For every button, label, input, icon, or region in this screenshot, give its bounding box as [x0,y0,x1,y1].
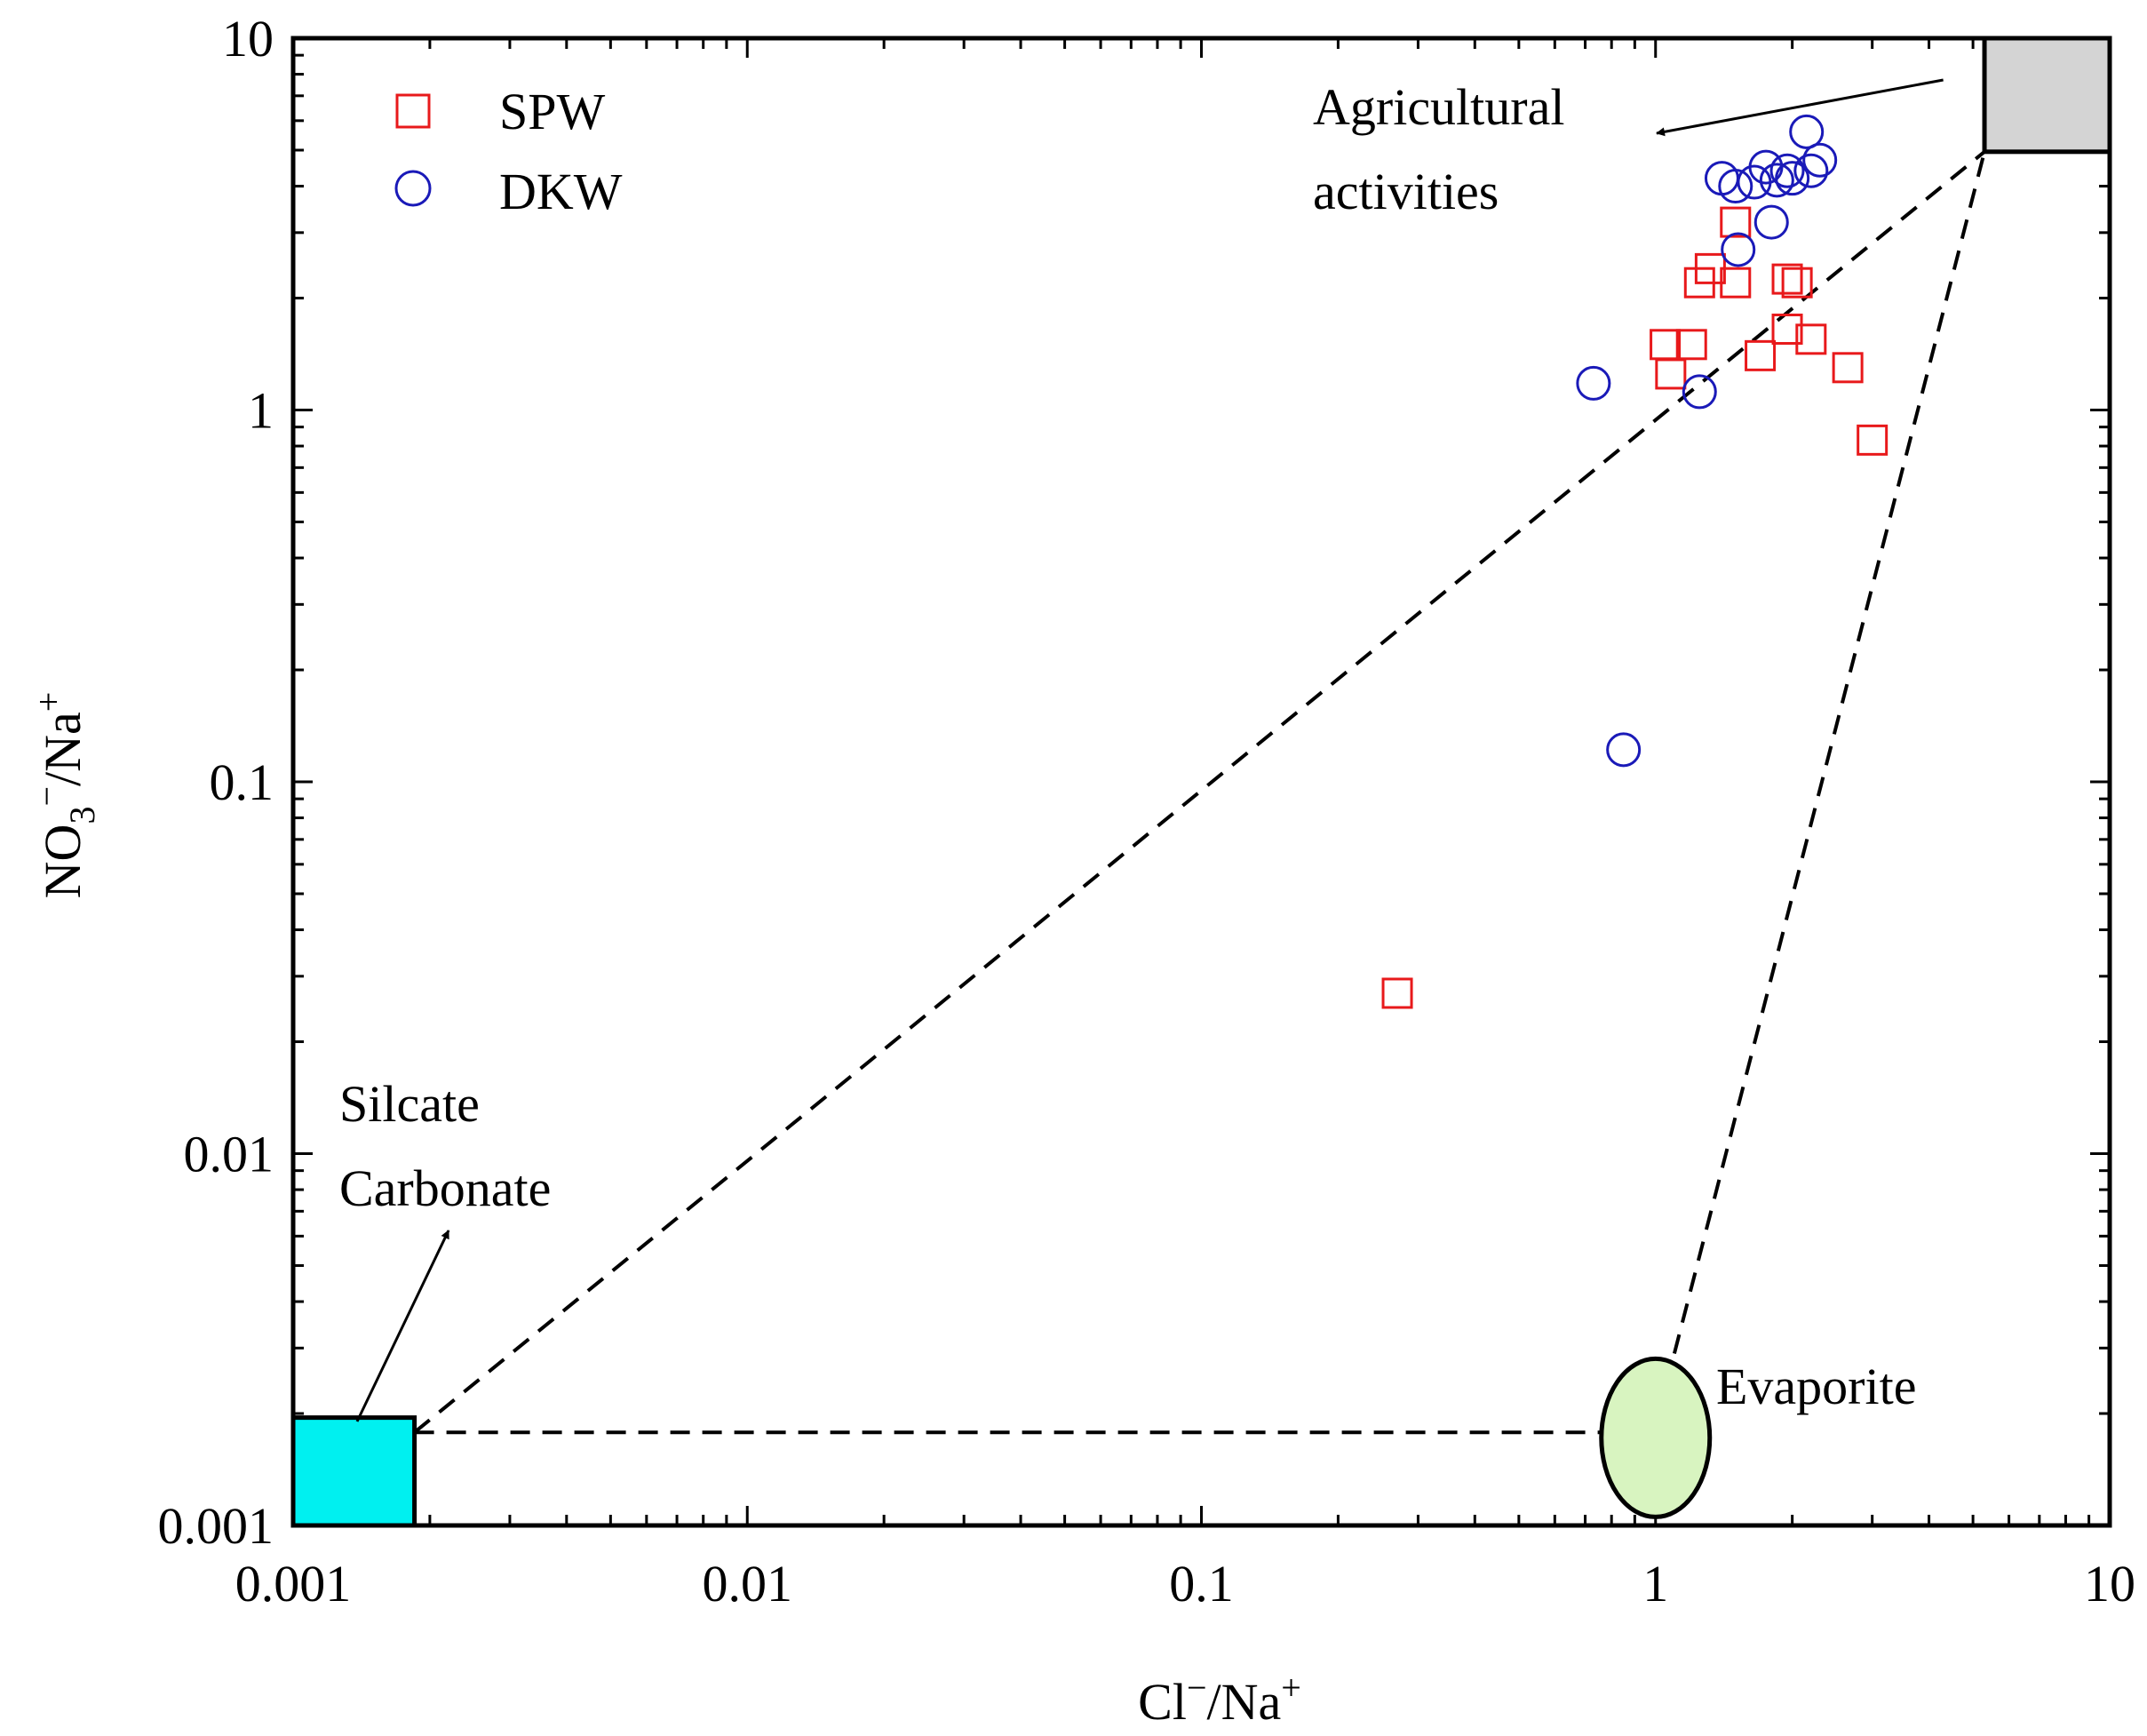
point-spw [1720,267,1752,299]
y-tick-label: 0.01 [184,1126,274,1183]
tick-labels: 0.001 0.01 0.1 1 10 0.001 0.01 0.1 1 10 [158,10,2136,1613]
agricultural-arrow [1656,78,1944,137]
axis-ticks [293,38,2110,1525]
point-spw [1781,267,1813,299]
end-member-ellipse-2 [1599,1356,1713,1519]
point-dkw [1793,153,1829,188]
y-tick-label: 0.001 [158,1497,274,1555]
x-tick-label: 0.001 [235,1555,352,1613]
legend-marker-dkw [394,170,432,207]
y-tick-label: 10 [222,10,274,68]
point-dkw [1753,204,1789,240]
point-spw [1771,263,1803,295]
point-dkw [1789,114,1825,149]
point-spw [1381,977,1413,1009]
point-dkw [1718,169,1753,204]
silicate-arrow [355,1230,450,1422]
point-dkw [1769,153,1805,188]
y-tick-label: 0.1 [210,753,274,811]
data-points [1381,114,1889,1009]
annotation-agricultural-line1: Agricultural [1313,78,1564,136]
x-tick-label: 0.1 [1169,1555,1234,1613]
end-member-box-0 [290,1415,417,1528]
x-axis-title: Cl−/Na+ [1138,1668,1301,1731]
point-dkw [1775,161,1810,196]
plot-frame [290,36,2112,1528]
point-dkw [1682,374,1717,410]
mixing-line-2 [1672,151,1986,1354]
point-dkw [1576,365,1611,401]
annotation-evaporite: Evaporite [1716,1358,1916,1415]
x-tick-label: 1 [1642,1555,1668,1613]
point-spw [1771,313,1803,345]
point-dkw [1759,163,1794,198]
legend-label-spw: SPW [499,83,606,140]
point-spw [1720,206,1752,238]
end-members [290,36,2112,1528]
point-spw [1650,329,1682,361]
end-member-box-1 [1982,36,2112,155]
mixing-line-0 [413,150,1986,1434]
point-dkw [1606,732,1642,768]
point-spw [1655,358,1687,390]
y-tick-label: 1 [248,382,274,440]
legend-marker-spw [395,93,431,129]
mixing-lines [413,150,1986,1435]
x-tick-label: 10 [2084,1555,2135,1613]
point-spw [1745,339,1777,371]
annotation-silicate-line2: Carbonate [339,1159,551,1217]
point-spw [1675,329,1707,361]
x-tick-label: 0.01 [703,1555,793,1613]
point-spw [1795,323,1827,355]
annotation-agricultural-line2: activities [1313,163,1499,220]
annotation-silicate-line1: Silcate [339,1075,480,1133]
legend-label-dkw: DKW [499,163,623,220]
legend: SPW DKW [394,83,623,220]
y-axis-title: NO3−/Na+ [27,692,102,899]
point-dkw [1802,142,1838,178]
point-spw [1832,352,1864,384]
point-spw [1857,424,1889,456]
point-dkw [1721,232,1756,267]
